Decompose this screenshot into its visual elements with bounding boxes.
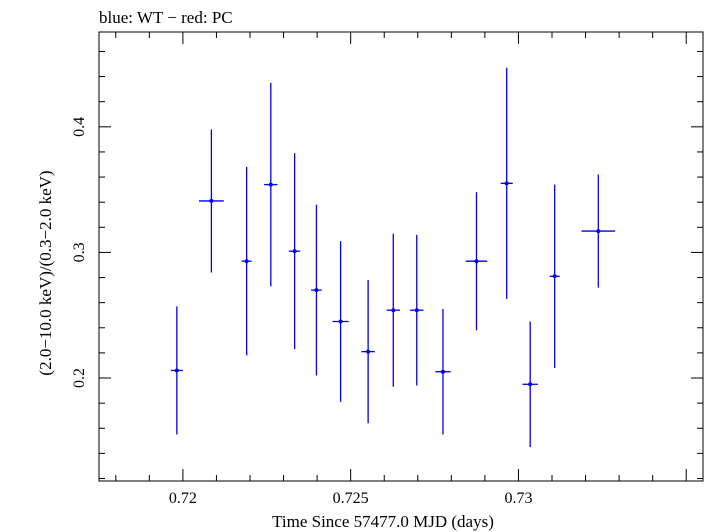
tick-labels: 0.72 0.725 0.73 0.2 0.3 0.4: [71, 117, 532, 507]
data-point: [410, 234, 424, 386]
data-point: [264, 82, 278, 287]
data-point: [198, 129, 224, 273]
data-point: [435, 308, 451, 435]
point-marker: [504, 181, 509, 186]
data-point: [522, 321, 538, 448]
data-point: [465, 192, 488, 331]
point-marker: [244, 259, 249, 264]
point-marker: [209, 198, 214, 203]
point-marker: [391, 308, 396, 313]
data-point: [386, 233, 400, 387]
point-marker: [552, 274, 557, 279]
point-marker: [440, 369, 445, 374]
data-point: [288, 153, 301, 350]
y-tick-label: 0.3: [71, 242, 88, 262]
point-marker: [268, 182, 273, 187]
data-point: [332, 241, 349, 402]
y-axis-label: (2.0−10.0 keV)/(0.3−2.0 keV): [36, 170, 55, 375]
data-points: [170, 67, 616, 448]
data-point: [361, 280, 375, 424]
data-point: [170, 306, 183, 435]
point-marker: [174, 368, 179, 373]
y-tick-label: 0.2: [71, 368, 88, 388]
point-marker: [366, 349, 371, 354]
point-marker: [338, 319, 343, 324]
point-marker: [596, 229, 601, 234]
chart-title: blue: WT − red: PC: [99, 8, 233, 27]
data-point: [311, 204, 322, 376]
point-marker: [292, 249, 297, 254]
point-marker: [528, 382, 533, 387]
point-marker: [314, 288, 319, 293]
axis-ticks: [99, 32, 703, 481]
data-point: [241, 167, 252, 356]
point-marker: [474, 259, 479, 264]
plot-frame: [98, 31, 704, 482]
x-axis-label: Time Since 57477.0 MJD (days): [272, 512, 494, 531]
point-marker: [414, 308, 419, 313]
x-tick-label: 0.725: [333, 490, 369, 507]
x-tick-label: 0.73: [504, 490, 532, 507]
x-tick-label: 0.72: [169, 490, 197, 507]
data-point: [581, 174, 616, 288]
y-tick-label: 0.4: [71, 117, 88, 137]
data-point: [500, 67, 513, 299]
data-point: [549, 184, 560, 368]
